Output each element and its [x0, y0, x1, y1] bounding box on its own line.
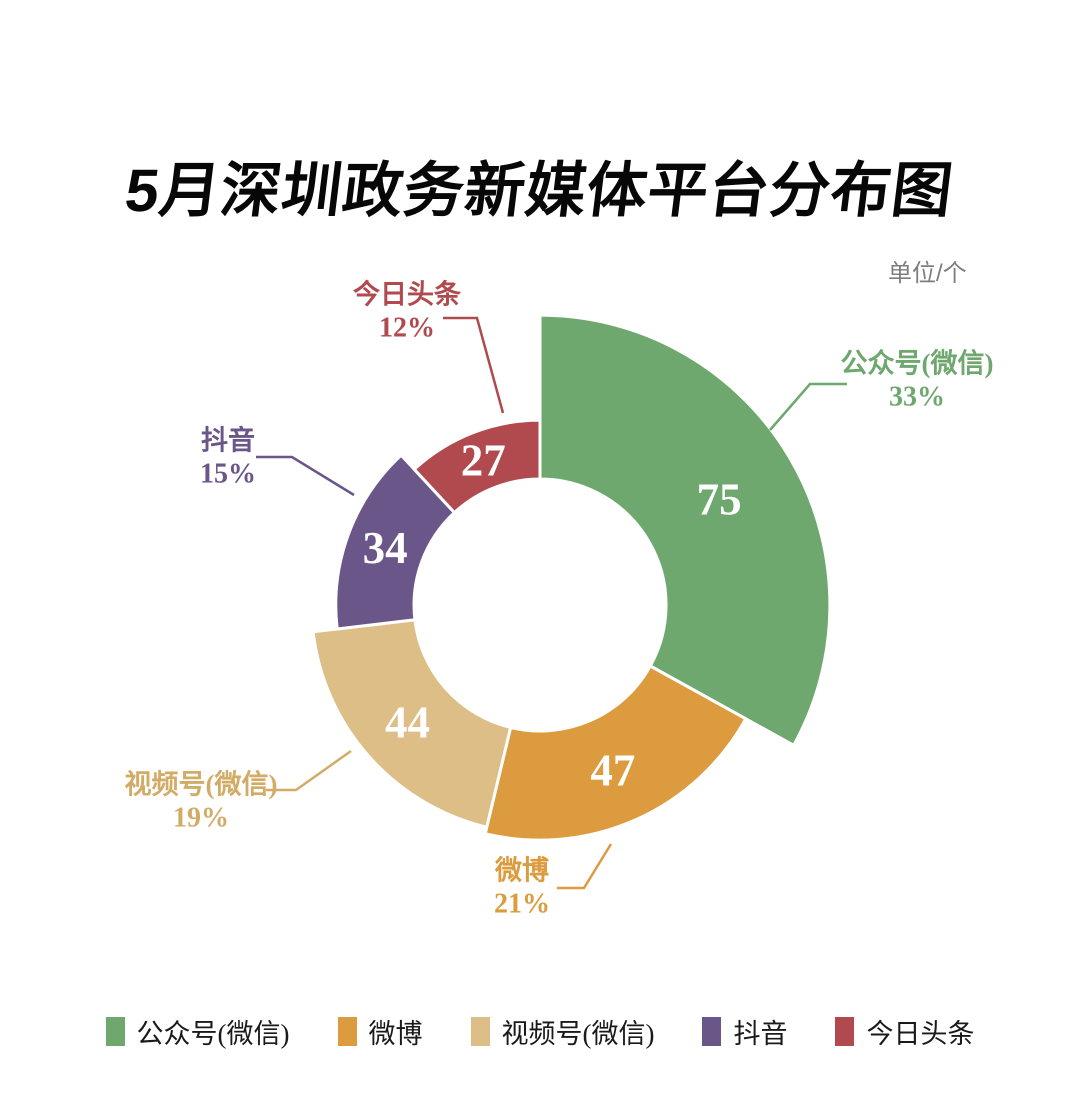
legend-label: 今日头条 [866, 1019, 975, 1049]
slice-value-label: 47 [590, 745, 635, 795]
callout-percent-label: 15% [200, 458, 256, 490]
legend-item-0[interactable]: 公众号(微信) [105, 1012, 290, 1051]
leader-line-1 [557, 843, 613, 890]
legend-swatch [702, 1017, 722, 1046]
pie-slice-0[interactable] [538, 313, 832, 747]
legend-label: 视频号(微信) [501, 1019, 655, 1049]
callout-category-label: 公众号(微信) [840, 348, 994, 379]
pie-slice-1[interactable] [483, 664, 748, 842]
callout-category-label: 今日头条 [353, 279, 461, 310]
callout-category-label: 视频号(微信) [124, 769, 278, 800]
callout-percent-label: 33% [888, 381, 945, 413]
legend-swatch [337, 1017, 357, 1046]
slice-callout-0: 公众号(微信) 33% [841, 349, 994, 414]
pie-slice-4[interactable] [412, 418, 542, 515]
slice-value-label: 27 [461, 435, 506, 485]
legend-swatch [105, 1017, 125, 1046]
legend-item-4[interactable]: 今日头条 [835, 1012, 974, 1051]
callout-percent-label: 21% [494, 888, 550, 920]
pie-slice-3[interactable] [334, 453, 456, 631]
legend-swatch [470, 1017, 490, 1046]
leader-line-4 [443, 316, 505, 414]
callout-category-label: 抖音 [201, 425, 255, 456]
legend-item-1[interactable]: 微博 [337, 1012, 423, 1051]
legend-item-3[interactable]: 抖音 [702, 1012, 787, 1051]
legend-label: 微博 [368, 1019, 423, 1049]
chart-legend: 公众号(微信) 微博 视频号(微信) 抖音 今日头条 [0, 1012, 1080, 1051]
slice-value-label: 44 [385, 698, 430, 748]
slice-callout-2: 视频号(微信) 19% [125, 770, 278, 835]
slice-callout-4: 今日头条 12% [353, 280, 461, 345]
legend-item-2[interactable]: 视频号(微信) [470, 1012, 655, 1051]
callout-category-label: 微博 [495, 855, 549, 886]
leader-line-3 [256, 455, 355, 497]
slice-value-label: 75 [697, 474, 742, 524]
unit-label: 单位/个 [888, 260, 967, 287]
slice-callout-3: 抖音 15% [200, 426, 256, 491]
slice-value-label: 34 [363, 523, 408, 573]
slice-callout-1: 微博 21% [494, 856, 550, 921]
legend-swatch [835, 1017, 855, 1046]
leader-line-0 [769, 382, 847, 431]
callout-percent-label: 19% [172, 802, 229, 834]
legend-label: 公众号(微信) [136, 1019, 290, 1049]
leader-line-2 [266, 749, 352, 792]
legend-label: 抖音 [733, 1019, 788, 1049]
callout-percent-label: 12% [379, 312, 435, 344]
pie-slice-2[interactable] [311, 618, 513, 829]
